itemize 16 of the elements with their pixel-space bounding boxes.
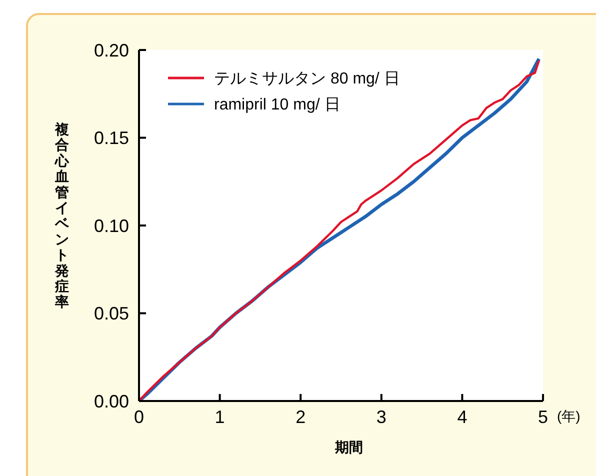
y-tick-label: 0.15 (94, 128, 129, 148)
y-tick-label: 0.10 (94, 216, 129, 236)
text: (年) (557, 408, 580, 424)
x-tick-label: 5 (538, 407, 548, 427)
text: 複合心血管イベント発症率 (55, 121, 69, 310)
y-tick-label: 0.05 (94, 304, 129, 324)
x-tick-label: 4 (457, 407, 468, 427)
x-tick-label: 1 (214, 407, 225, 427)
x-tick-label: 3 (376, 407, 386, 427)
x-tick-label: 0 (134, 407, 144, 427)
legend-label: ramipril 10 mg/ 日 (214, 96, 340, 114)
x-tick-label: 2 (296, 407, 306, 427)
y-tick-label: 0.00 (94, 391, 129, 412)
x-axis-title: 期間 (334, 439, 363, 455)
y-tick-label: 0.20 (94, 40, 129, 60)
legend-label: テルミサルタン 80 mg/ 日 (214, 70, 400, 88)
